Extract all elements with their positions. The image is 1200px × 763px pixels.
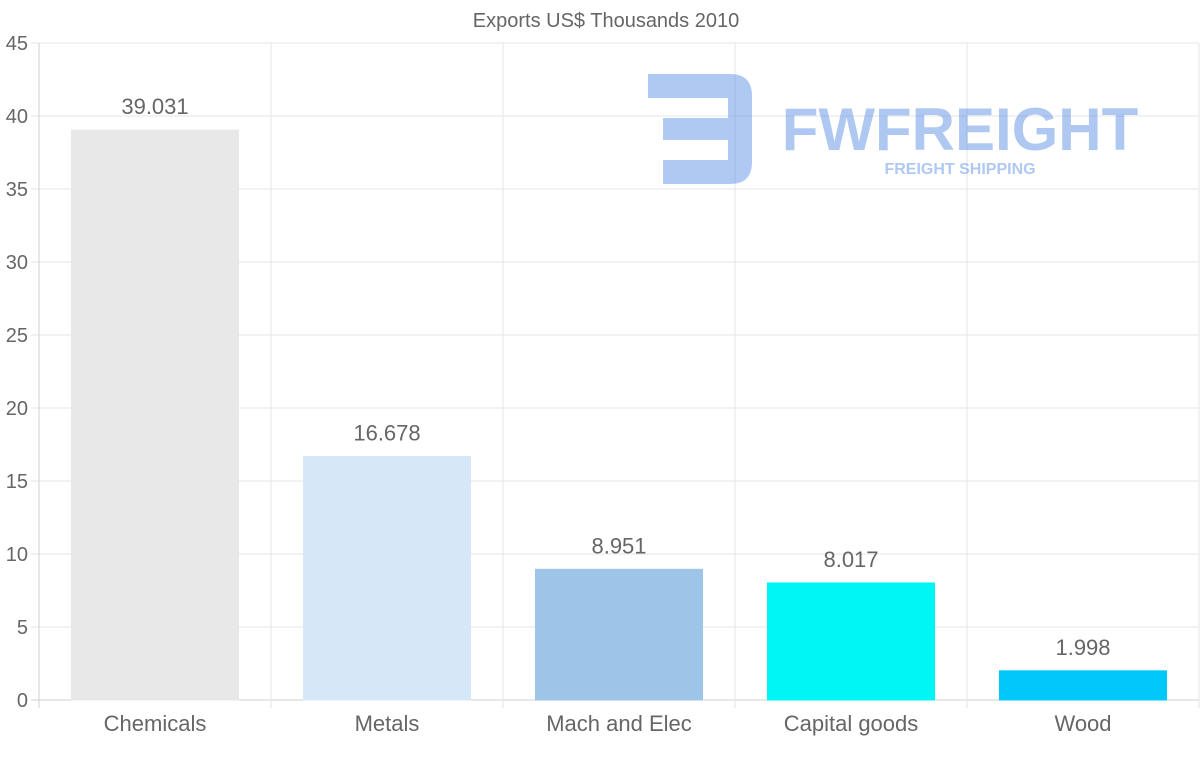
bar-metals[interactable] (302, 456, 472, 701)
fwfreight-logo-icon (648, 74, 752, 184)
x-tick-label: Chemicals (104, 711, 207, 736)
y-tick-label: 15 (6, 471, 28, 493)
y-tick-label: 40 (6, 106, 28, 128)
y-axis-ticks: 0 5 10 15 20 25 30 35 40 45 (6, 33, 28, 712)
y-tick-label: 30 (6, 252, 28, 274)
y-tick-label: 10 (6, 544, 28, 566)
value-labels: 39.031 16.678 8.951 8.017 1.998 (121, 94, 1110, 660)
x-tick-label: Capital goods (784, 711, 919, 736)
watermark-tagline-text: FREIGHT SHIPPING (884, 161, 1035, 178)
y-tick-label: 25 (6, 325, 28, 347)
bar-chemicals[interactable] (70, 129, 240, 701)
y-tick-label: 0 (17, 690, 28, 712)
x-tick-label: Wood (1054, 711, 1111, 736)
bar-capital-goods[interactable] (766, 582, 936, 701)
bar-mach-and-elec[interactable] (534, 568, 704, 701)
bar-wood[interactable] (998, 670, 1168, 701)
value-label: 1.998 (1055, 635, 1110, 660)
bars (70, 129, 1168, 701)
y-tick-label: 20 (6, 398, 28, 420)
value-label: 16.678 (353, 421, 420, 446)
x-tick-label: Mach and Elec (546, 711, 692, 736)
y-tick-label: 45 (6, 33, 28, 55)
chart-title: Exports US$ Thousands 2010 (473, 10, 739, 32)
value-label: 39.031 (121, 94, 188, 119)
y-tick-label: 35 (6, 179, 28, 201)
value-label: 8.017 (823, 547, 878, 572)
watermark-brand-text: FWFREIGHT (782, 96, 1139, 163)
y-tick-label: 5 (17, 617, 28, 639)
x-tick-label: Metals (355, 711, 420, 736)
fwfreight-watermark: FWFREIGHT FREIGHT SHIPPING (648, 74, 1138, 184)
value-label: 8.951 (591, 533, 646, 558)
x-axis-labels: Chemicals Metals Mach and Elec Capital good… (104, 711, 1112, 736)
